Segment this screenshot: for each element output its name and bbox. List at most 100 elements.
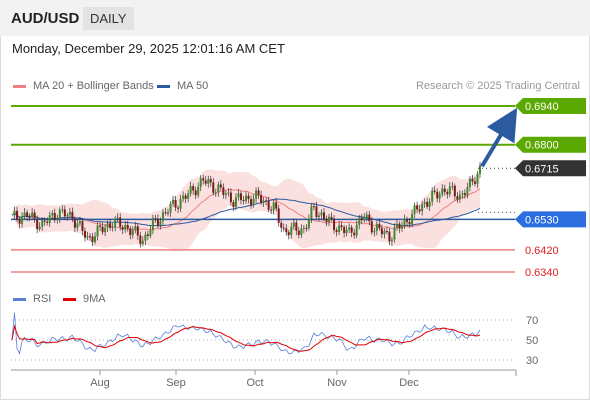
candle-body	[48, 215, 51, 223]
candle-body	[177, 207, 180, 209]
timestamp: Monday, December 29, 2025 12:01:16 AM CE…	[12, 41, 285, 56]
candle-body	[66, 215, 69, 217]
candle-body	[370, 221, 373, 233]
candle-body	[390, 239, 393, 242]
candle-body	[260, 195, 263, 203]
candle-body	[78, 221, 81, 224]
candle-body	[350, 227, 353, 233]
candle-body	[23, 212, 26, 217]
candle-body	[333, 218, 336, 231]
candle-body	[21, 216, 24, 224]
candle-body	[360, 217, 363, 221]
candle-body	[340, 225, 343, 228]
candle-body	[119, 217, 122, 228]
candle-body	[194, 190, 197, 196]
candle-body	[96, 225, 99, 237]
candle-body	[149, 230, 152, 237]
candle-body	[13, 210, 16, 216]
candle-body	[234, 197, 237, 207]
candle-body	[328, 216, 331, 223]
candle-body	[232, 202, 235, 207]
candle-body	[207, 179, 210, 184]
candle-body	[245, 195, 247, 201]
rsi-tick-30: 30	[526, 355, 538, 367]
candle-body	[36, 218, 39, 230]
candle-body	[343, 227, 346, 234]
candle-body	[116, 217, 119, 219]
candle-body	[378, 223, 381, 229]
candle-body	[403, 218, 406, 226]
level-label-0.6530: 0.6530	[525, 214, 559, 226]
candle-body	[222, 187, 225, 195]
candle-body	[277, 208, 280, 223]
candle-body	[479, 165, 481, 174]
candle-body	[199, 178, 202, 187]
projection-arrow	[480, 107, 518, 168]
candle-body	[219, 184, 222, 188]
candle-body	[383, 231, 386, 235]
x-tick-Aug: Aug	[90, 377, 110, 389]
ma9-swatch	[63, 297, 76, 301]
timeframe-button[interactable]: DAILY	[83, 7, 134, 30]
header-bar: AUD/USD DAILY	[0, 0, 590, 36]
candle-body	[365, 214, 368, 218]
candle-body	[227, 192, 230, 194]
candle-body	[461, 193, 464, 195]
candle-body	[345, 229, 348, 234]
candle-body	[184, 195, 187, 199]
legend-ma50: MA 50	[157, 80, 208, 92]
candle-body	[310, 206, 313, 219]
price-levels: 0.6940 0.6800 0.6715 0.6530 0.6420 0.6340	[11, 98, 586, 279]
candle-body	[426, 202, 429, 207]
candle-body	[471, 178, 474, 182]
candle-body	[252, 198, 255, 206]
candle-body	[182, 195, 185, 199]
candle-body	[86, 236, 89, 238]
candle-body	[280, 222, 283, 228]
candle-body	[83, 230, 86, 238]
candle-body	[43, 220, 46, 222]
candle-body	[312, 206, 315, 208]
candle-body	[468, 178, 471, 188]
candle-body	[189, 186, 192, 194]
candle-body	[373, 230, 376, 233]
candle-body	[212, 182, 215, 193]
candle-body	[355, 224, 358, 236]
candle-body	[380, 228, 383, 235]
candle-body	[375, 223, 378, 231]
candle-body	[262, 200, 265, 203]
candle-body	[156, 218, 159, 226]
candle-body	[114, 218, 117, 228]
candle-body	[71, 211, 74, 220]
legend-9ma-label: 9MA	[83, 293, 106, 305]
candle-body	[136, 226, 139, 236]
candle-body	[272, 202, 275, 211]
candle-body	[124, 224, 127, 230]
legend-ma50-label: MA 50	[177, 80, 209, 92]
candle-body	[423, 202, 426, 204]
candle-body	[81, 221, 84, 231]
candle-body	[144, 234, 147, 241]
candle-body	[416, 205, 419, 210]
candle-body	[179, 198, 182, 209]
level-label-0.6420: 0.6420	[525, 245, 559, 257]
candle-body	[33, 212, 36, 219]
candle-body	[214, 192, 217, 194]
candle-body	[121, 227, 124, 230]
candle-body	[411, 213, 414, 225]
candle-body	[453, 185, 456, 197]
candle-body	[443, 188, 446, 192]
candle-body	[393, 227, 396, 240]
candle-body	[151, 218, 154, 231]
candle-body	[287, 232, 290, 236]
x-tick-Oct: Oct	[246, 377, 263, 389]
candle-body	[290, 226, 293, 236]
candle-body	[421, 203, 424, 212]
candle-body	[297, 230, 300, 235]
candle-body	[466, 187, 469, 196]
candle-body	[204, 180, 207, 184]
candle-body	[131, 230, 134, 235]
candle-body	[441, 188, 444, 195]
candle-body	[16, 210, 19, 220]
